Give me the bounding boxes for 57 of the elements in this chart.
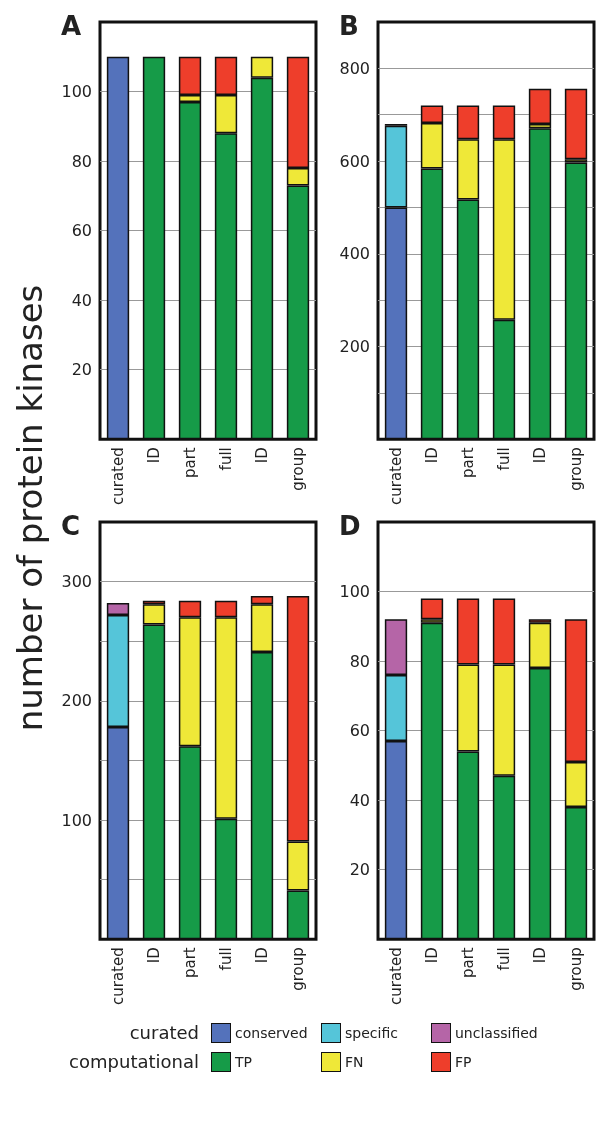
legend-label: specific — [344, 1023, 399, 1043]
x-tick-label: group — [289, 447, 307, 491]
chart-title: D — [339, 511, 361, 541]
bar — [528, 88, 552, 124]
legend-label: TP — [234, 1052, 253, 1072]
y-tick-label: 60 — [71, 221, 92, 241]
y-tick-label: 400 — [339, 244, 370, 264]
legend-label: FN — [344, 1052, 365, 1072]
x-tick-label: full — [495, 447, 513, 471]
bar — [564, 88, 588, 160]
y-tick-label: 20 — [349, 860, 370, 880]
x-tick-label: full — [495, 947, 513, 971]
x-tick-label: curated — [387, 947, 405, 1006]
y-tick-label: 100 — [339, 582, 370, 602]
x-tick-label: ID — [531, 447, 549, 464]
legend-label: conserved — [234, 1023, 309, 1043]
y-tick-label: 100 — [61, 810, 92, 830]
y-tick-label: 600 — [339, 151, 370, 171]
x-tick-label: ID — [145, 947, 163, 964]
x-tick-label: part — [181, 947, 199, 979]
x-tick-label: full — [217, 947, 235, 971]
y-tick-label: 800 — [339, 58, 370, 78]
y-axis-title: number of protein kinases — [10, 284, 50, 732]
x-tick-label: curated — [109, 947, 127, 1006]
legend-label: FP — [454, 1052, 473, 1072]
x-tick-label: part — [181, 447, 199, 479]
x-tick-label: ID — [145, 447, 163, 464]
y-tick-label: 100 — [61, 82, 92, 102]
y-tick-label: 20 — [71, 360, 92, 380]
x-tick-label: part — [459, 947, 477, 979]
x-tick-label: ID — [423, 447, 441, 464]
y-tick-label: 300 — [61, 572, 92, 592]
y-tick-label: 200 — [339, 337, 370, 357]
x-tick-label: ID — [253, 447, 271, 464]
chart-title: A — [61, 11, 82, 41]
chart-title: B — [339, 11, 359, 41]
legend-label: unclassified — [454, 1023, 539, 1043]
y-tick-label: 60 — [349, 721, 370, 741]
y-tick-label: 80 — [71, 151, 92, 171]
x-tick-label: full — [217, 447, 235, 471]
y-tick-label: 200 — [61, 691, 92, 711]
bar — [420, 598, 444, 620]
x-tick-label: ID — [423, 947, 441, 964]
y-tick-label: 40 — [349, 790, 370, 810]
x-tick-label: ID — [253, 947, 271, 964]
y-tick-label: 80 — [349, 651, 370, 671]
y-tick-label: 40 — [71, 290, 92, 310]
x-tick-label: curated — [109, 447, 127, 506]
chart-title: C — [61, 511, 81, 541]
x-tick-label: part — [459, 447, 477, 479]
x-tick-label: group — [289, 947, 307, 991]
x-tick-label: ID — [531, 947, 549, 964]
x-tick-label: group — [567, 947, 585, 991]
text: curated — [128, 1022, 199, 1043]
x-tick-label: group — [567, 447, 585, 491]
x-tick-label: curated — [387, 447, 405, 506]
text: computational — [69, 1051, 199, 1072]
